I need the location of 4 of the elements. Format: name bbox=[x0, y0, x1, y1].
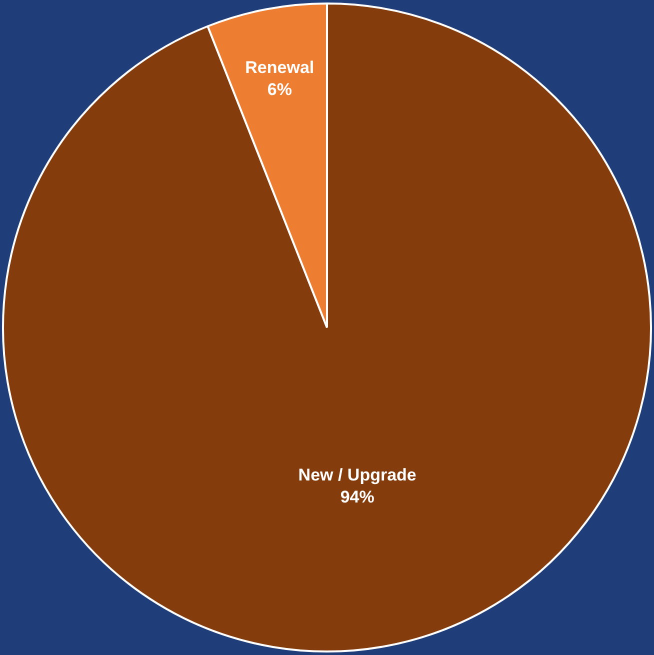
slice-label: New / Upgrade bbox=[298, 465, 416, 484]
slice-label: Renewal bbox=[245, 58, 314, 77]
data-label: 6% bbox=[267, 80, 292, 99]
data-label: 94% bbox=[340, 487, 374, 506]
